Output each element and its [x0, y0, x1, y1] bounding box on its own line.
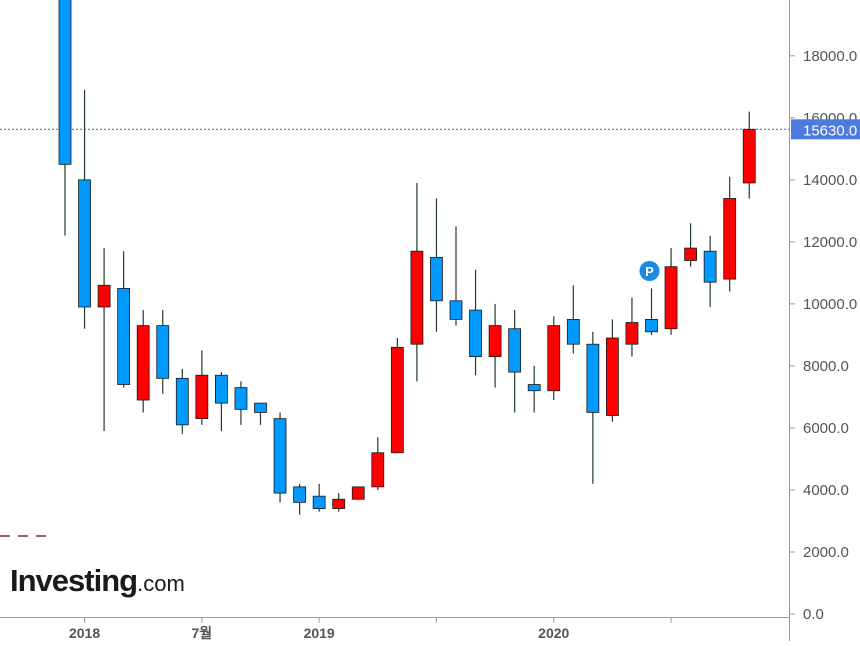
- x-tick-label: 2018: [69, 625, 100, 641]
- candle-body: [156, 325, 170, 379]
- candle-body: [254, 402, 267, 413]
- candle-body: [195, 374, 209, 420]
- y-tick-label: 6000.0: [803, 420, 849, 437]
- candle-body: [371, 452, 385, 488]
- candle-body: [214, 374, 228, 404]
- candle-body: [58, 0, 72, 165]
- candle-body: [293, 486, 307, 503]
- y-tick-label: 8000.0: [803, 358, 849, 375]
- investing-logo: Investing.com: [10, 563, 185, 599]
- candle-body: [312, 495, 326, 509]
- candle-body: [390, 346, 404, 454]
- candle-body: [703, 250, 717, 283]
- candle-body: [723, 198, 737, 280]
- candle-body: [488, 325, 502, 358]
- candle-body: [645, 319, 658, 333]
- candle-body: [547, 325, 561, 392]
- pattern-marker-label: P: [645, 264, 654, 279]
- candle-body: [410, 250, 424, 345]
- candle-body: [586, 343, 600, 413]
- candle-body: [625, 322, 639, 345]
- candle-body: [664, 266, 678, 330]
- pattern-marker-icon[interactable]: [639, 261, 660, 281]
- y-tick-label: 0.0: [803, 606, 824, 623]
- y-tick-label: 10000.0: [803, 296, 857, 313]
- candle-body: [449, 300, 463, 320]
- candle-body: [117, 287, 131, 385]
- brand-name: Investing: [10, 563, 138, 598]
- candle-body: [273, 418, 287, 494]
- y-tick-label: 14000.0: [803, 172, 857, 189]
- candle-body: [136, 325, 150, 401]
- candle-body: [78, 179, 91, 308]
- brand-suffix: .com: [137, 571, 185, 596]
- candle-body: [175, 377, 189, 426]
- current-price-tag: [791, 119, 860, 140]
- candle-body: [430, 256, 443, 302]
- candle-body: [742, 128, 756, 184]
- current-price-label: 15630.0: [803, 122, 857, 139]
- x-tick-label: 7월: [192, 625, 213, 641]
- x-tick-label: 2020: [538, 625, 569, 641]
- y-tick-label: 12000.0: [803, 234, 857, 251]
- candle-body: [97, 284, 111, 308]
- candle-body: [332, 498, 346, 509]
- candle-body: [566, 319, 580, 345]
- candle-body: [234, 387, 248, 410]
- candle-body: [684, 247, 697, 261]
- candle-body: [469, 309, 482, 358]
- y-tick-label: 2000.0: [803, 544, 849, 561]
- y-tick-label: 18000.0: [803, 48, 857, 65]
- y-tick-label: 4000.0: [803, 482, 849, 499]
- candle-body: [508, 328, 522, 373]
- candle-body: [351, 486, 365, 500]
- candle-body: [606, 337, 619, 416]
- candle-body: [527, 384, 541, 392]
- x-tick-label: 2019: [304, 625, 335, 641]
